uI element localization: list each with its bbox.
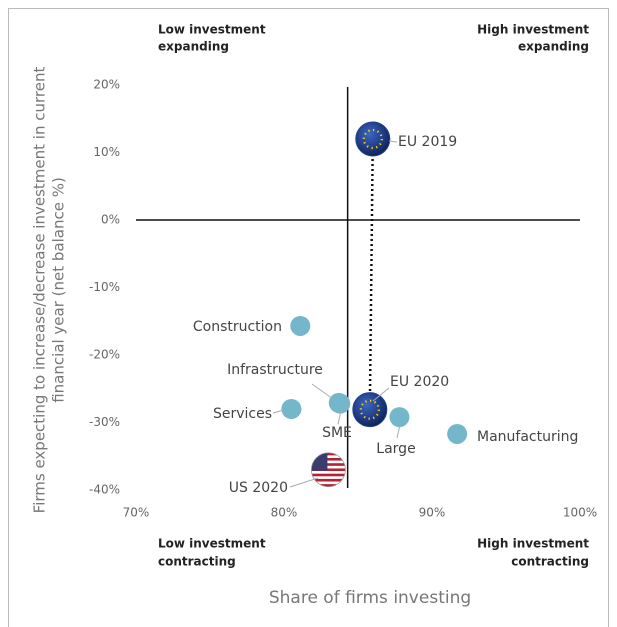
leader-line	[396, 424, 401, 439]
leader-line	[272, 409, 285, 414]
x-tick-label: 100%	[563, 506, 597, 520]
stripe	[311, 478, 346, 482]
stripe	[311, 455, 346, 459]
point-label: SME	[322, 425, 352, 441]
quadrant-label: contracting	[511, 555, 589, 569]
quadrant-label: Low investment	[158, 23, 266, 37]
point-label: EU 2020	[390, 374, 449, 390]
x-tick-label: 70%	[123, 506, 150, 520]
eu-stars	[362, 128, 383, 150]
point	[310, 452, 346, 488]
leader-line	[372, 387, 390, 402]
quadrant-label: High investment	[477, 537, 589, 551]
point	[330, 393, 351, 414]
stripe	[311, 452, 346, 456]
leader-line	[311, 383, 334, 400]
stripe	[311, 476, 346, 480]
point	[355, 121, 391, 157]
x-axis-label: Share of firms investing	[269, 588, 471, 608]
point	[352, 392, 388, 428]
stripe	[311, 460, 346, 464]
x-tick-label: 80%	[271, 506, 298, 520]
y-tick-label: 10%	[93, 145, 120, 159]
stripe	[311, 471, 346, 474]
point	[447, 423, 468, 444]
frame	[8, 8, 609, 627]
point-label: Services	[213, 406, 272, 422]
quadrant-label: expanding	[158, 40, 229, 54]
point	[389, 407, 410, 428]
quadrant-label: Low investment	[158, 537, 266, 551]
point-label: EU 2019	[398, 134, 457, 150]
stripe	[311, 457, 346, 461]
quadrant-label: expanding	[518, 40, 589, 54]
connector	[368, 138, 375, 410]
y-tick-label: 20%	[93, 78, 120, 92]
stripe	[311, 473, 346, 477]
y-tick-label: -40%	[89, 483, 120, 497]
point-label: US 2020	[229, 480, 288, 496]
point-label: Infrastructure	[227, 362, 323, 378]
quadrant-label: High investment	[477, 23, 589, 37]
y-tick-label: -30%	[89, 415, 120, 429]
eu-stars	[359, 399, 380, 420]
leader-line	[388, 140, 398, 143]
point	[290, 315, 311, 336]
y-axis-label: Firms expecting to increase/decrease inv…	[31, 67, 49, 514]
quadrant-label: contracting	[158, 555, 236, 569]
leader-line	[289, 477, 319, 488]
stripe	[311, 465, 346, 469]
leader-line	[337, 410, 342, 425]
x-tick-label: 90%	[419, 506, 446, 520]
us-flag	[311, 452, 346, 487]
stripe	[311, 468, 346, 472]
y-tick-label: -20%	[89, 348, 120, 362]
y-axis-label: financial year (net balance %)	[50, 177, 68, 403]
y-tick-label: -10%	[89, 280, 120, 294]
point-label: Large	[376, 441, 415, 457]
stripe	[311, 463, 346, 467]
stripe	[311, 481, 346, 485]
point-label: Construction	[193, 319, 282, 335]
stripe	[311, 484, 346, 487]
point-label: Manufacturing	[477, 429, 578, 445]
point	[281, 399, 302, 419]
y-tick-label: 0%	[101, 213, 120, 227]
